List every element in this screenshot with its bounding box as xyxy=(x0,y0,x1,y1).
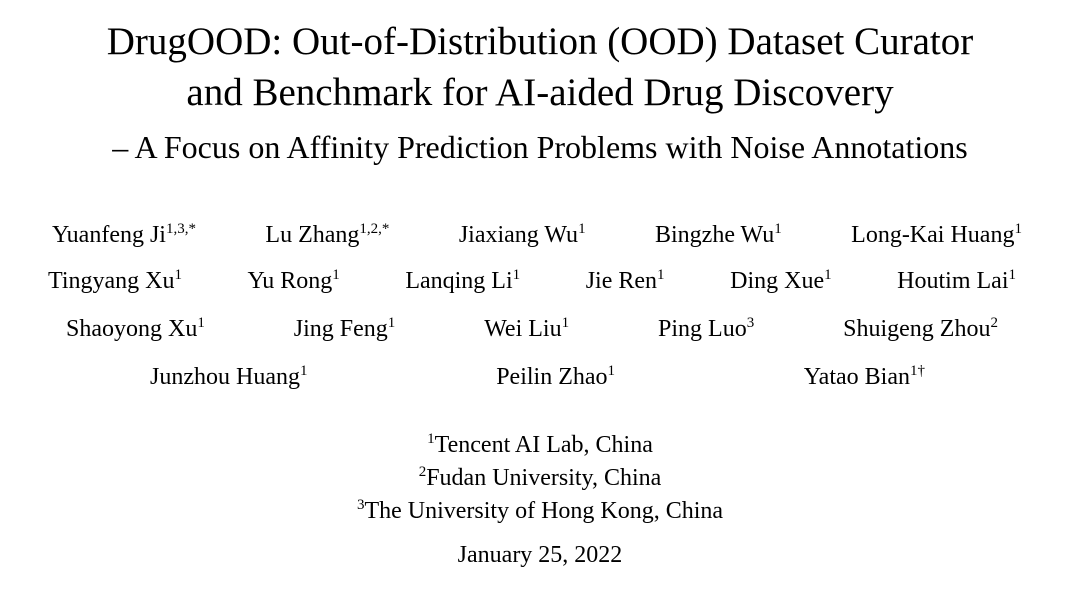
author: Tingyang Xu1 xyxy=(48,266,182,296)
affiliation-mark: 2 xyxy=(418,464,427,480)
affiliation: 3The University of Hong Kong, China xyxy=(0,496,1080,526)
author-name: Junzhou Huang xyxy=(150,364,300,390)
author-name: Wei Liu xyxy=(484,316,562,342)
author-row-2: Tingyang Xu1 Yu Rong1 Lanqing Li1 Jie Re… xyxy=(48,266,1016,296)
author: Yatao Bian1† xyxy=(804,362,925,392)
author-affiliation-marks: 1 xyxy=(174,267,182,283)
author-row-3: Shaoyong Xu1 Jing Feng1 Wei Liu1 Ping Lu… xyxy=(66,314,998,344)
author-name: Yatao Bian xyxy=(803,364,910,390)
affiliation-text: Fudan University, China xyxy=(426,465,662,491)
author-name: Shuigeng Zhou xyxy=(843,316,991,342)
author-name: Yu Rong xyxy=(247,268,333,294)
author: Yu Rong1 xyxy=(248,266,340,296)
affiliation-mark: 3 xyxy=(356,497,365,513)
author-affiliation-marks: 1 xyxy=(1008,267,1017,283)
author: Jing Feng1 xyxy=(294,314,396,344)
author-affiliation-marks: 1 xyxy=(299,363,308,379)
author: Houtim Lai1 xyxy=(897,266,1016,296)
author: Ping Luo3 xyxy=(658,314,754,344)
author-affiliation-marks: 1,3,* xyxy=(165,221,196,237)
author-name: Yuanfeng Ji xyxy=(52,222,166,248)
author-affiliation-marks: 1 xyxy=(774,221,782,237)
author: Lu Zhang1,2,* xyxy=(265,220,389,250)
paper-title-line-2: and Benchmark for AI-aided Drug Discover… xyxy=(186,71,894,114)
author-affiliation-marks: 1 xyxy=(1014,221,1022,237)
author-affiliation-marks: 1 xyxy=(657,267,665,283)
author-name: Houtim Lai xyxy=(897,268,1009,294)
author-row-4: Junzhou Huang1 Peilin Zhao1 Yatao Bian1† xyxy=(150,362,925,392)
affiliation-text: The University of Hong Kong, China xyxy=(364,498,724,524)
affiliation: 1Tencent AI Lab, China xyxy=(0,430,1080,460)
author-name: Jie Ren xyxy=(585,268,658,294)
author-affiliation-marks: 1 xyxy=(512,267,521,283)
author-name: Long-Kai Huang xyxy=(851,222,1015,248)
author-name: Shaoyong Xu xyxy=(66,316,198,342)
author: Jiaxiang Wu1 xyxy=(459,220,586,250)
paper-title-line-1: DrugOOD: Out-of-Distribution (OOD) Datas… xyxy=(106,20,974,63)
author: Lanqing Li1 xyxy=(405,266,520,296)
author: Yuanfeng Ji1,3,* xyxy=(52,220,196,250)
author-affiliation-marks: 1 xyxy=(387,315,396,331)
author-affiliation-marks: 1,2,* xyxy=(359,221,390,237)
author-affiliation-marks: 1 xyxy=(607,363,616,379)
author-name: Peilin Zhao xyxy=(496,364,608,390)
paper-subtitle: – A Focus on Affinity Prediction Problem… xyxy=(112,129,968,165)
author-affiliation-marks: 1 xyxy=(197,315,205,331)
author-name: Lanqing Li xyxy=(405,268,513,294)
author-affiliation-marks: 1 xyxy=(561,315,570,331)
affiliation: 2Fudan University, China xyxy=(0,463,1080,493)
author-name: Ping Luo xyxy=(658,316,747,342)
author-name: Ding Xue xyxy=(730,268,825,294)
author: Long-Kai Huang1 xyxy=(851,220,1022,250)
author-affiliation-marks: 2 xyxy=(990,315,998,331)
author: Peilin Zhao1 xyxy=(496,362,615,392)
author: Shuigeng Zhou2 xyxy=(843,314,998,344)
author-name: Bingzhe Wu xyxy=(654,222,775,248)
author-name: Lu Zhang xyxy=(265,222,360,248)
author-name: Tingyang Xu xyxy=(48,268,175,294)
author-affiliation-marks: 1 xyxy=(332,267,340,283)
author-name: Jing Feng xyxy=(293,316,388,342)
author: Wei Liu1 xyxy=(484,314,569,344)
author-name: Jiaxiang Wu xyxy=(458,222,579,248)
author-affiliation-marks: 1† xyxy=(909,363,925,379)
author: Shaoyong Xu1 xyxy=(66,314,205,344)
author-affiliation-marks: 1 xyxy=(578,221,586,237)
author-affiliation-marks: 1 xyxy=(824,267,832,283)
affiliation-text: Tencent AI Lab, China xyxy=(434,432,653,458)
publication-date: January 25, 2022 xyxy=(457,542,623,568)
author: Jie Ren1 xyxy=(586,266,665,296)
author: Ding Xue1 xyxy=(730,266,831,296)
author-row-1: Yuanfeng Ji1,3,* Lu Zhang1,2,* Jiaxiang … xyxy=(52,220,1022,250)
author: Junzhou Huang1 xyxy=(150,362,307,392)
author: Bingzhe Wu1 xyxy=(655,220,782,250)
author-affiliation-marks: 3 xyxy=(746,315,755,331)
affiliation-mark: 1 xyxy=(427,431,435,447)
